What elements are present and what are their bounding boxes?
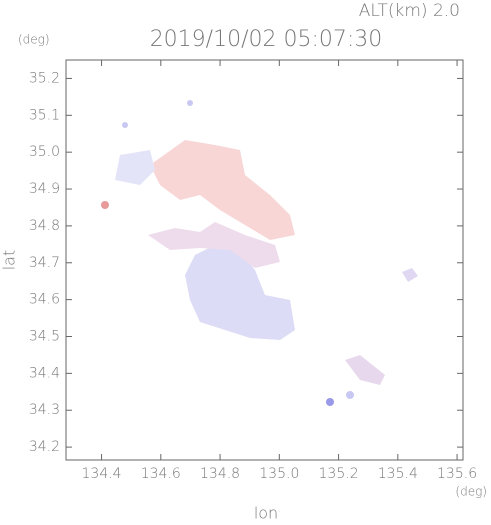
echo-negative <box>115 150 155 185</box>
echo-negative <box>122 122 128 128</box>
echo-positive <box>150 140 295 240</box>
y-tick-label: 35.0 <box>29 144 60 160</box>
y-tick-label: 34.7 <box>29 255 60 271</box>
echo-negative <box>326 398 334 406</box>
x-tick-label: 134.4 <box>82 466 122 482</box>
echo-negative <box>346 391 354 399</box>
y-unit: (deg) <box>18 33 50 47</box>
echo-negative <box>187 100 193 106</box>
y-tick-label: 34.4 <box>29 365 60 381</box>
x-axis-label: lon <box>254 504 278 522</box>
altitude: ALT(km) 2.0 <box>359 1 460 21</box>
x-tick-label: 135.4 <box>378 466 418 482</box>
y-tick-label: 34.3 <box>29 402 60 418</box>
y-tick-label: 34.9 <box>29 181 60 197</box>
x-tick-label: 135.0 <box>259 466 299 482</box>
echo-mixed <box>402 268 418 282</box>
y-tick-label: 35.2 <box>29 70 60 86</box>
y-tick-label: 34.8 <box>29 218 60 234</box>
y-tick-label: 34.2 <box>29 439 60 455</box>
y-axis-label: lat <box>0 250 19 271</box>
radar-echoes <box>101 100 418 406</box>
x-tick-label: 135.2 <box>319 466 359 482</box>
chart-title: 2019/10/02 05:07:30 <box>150 27 383 52</box>
echo-negative <box>185 245 295 340</box>
echo-positive <box>101 201 109 209</box>
plot-frame <box>65 59 464 461</box>
x-tick-label: 134.8 <box>200 466 240 482</box>
y-tick-label: 34.6 <box>29 292 60 308</box>
x-unit: (deg) <box>455 485 487 499</box>
y-tick-label: 34.5 <box>29 328 60 344</box>
echo-mixed <box>345 355 385 385</box>
x-tick-label: 134.6 <box>141 466 181 482</box>
y-tick-label: 35.1 <box>29 107 60 123</box>
x-tick-label: 135.6 <box>437 466 477 482</box>
echo-mixed <box>148 222 280 268</box>
